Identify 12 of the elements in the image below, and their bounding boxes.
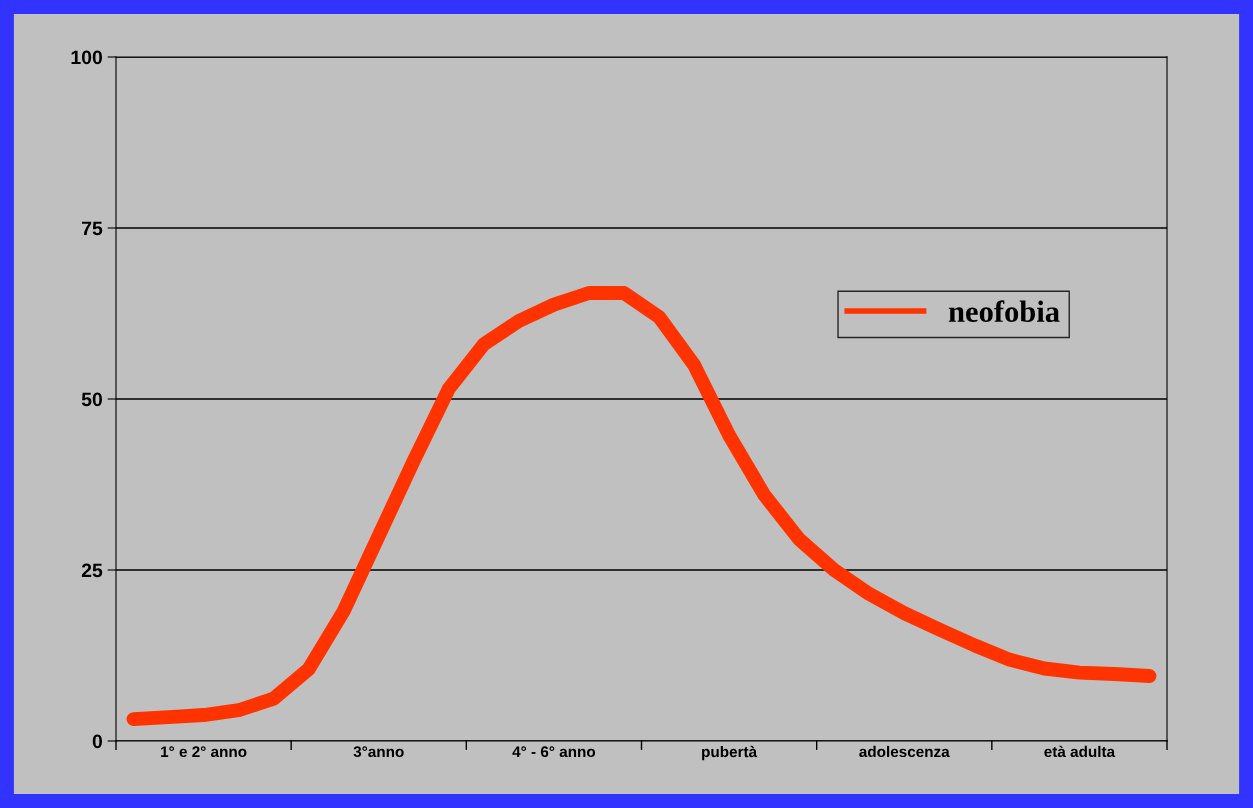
x-tick-label: età adulta [1044,745,1116,758]
x-tick-label: 4° - 6° anno [512,746,596,758]
y-tick-label: 75 [82,221,103,236]
y-tick-label: 0 [92,734,103,749]
x-tick-label: pubertà [702,745,758,761]
x-tick-label: 3°anno [353,746,404,758]
y-tick-label: 100 [71,50,103,65]
y-tick-label: 50 [81,392,103,407]
legend-label: neofobia [948,300,1060,323]
x-tick-label: adolescenza [859,745,950,758]
y-tick-label: 25 [81,563,103,578]
x-tick-label: 1° e 2° anno [161,746,247,758]
